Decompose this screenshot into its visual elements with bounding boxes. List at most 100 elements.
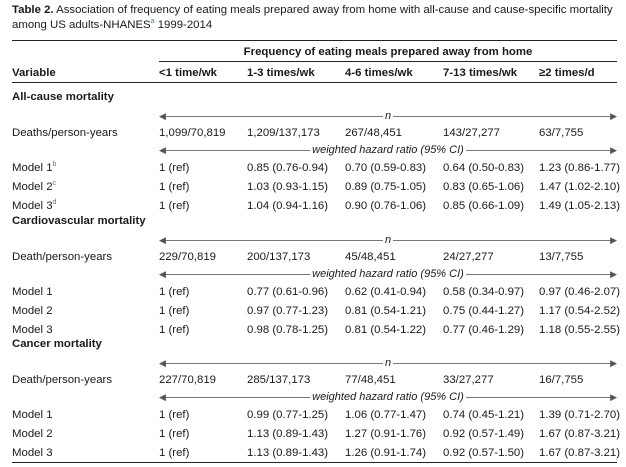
hr-cell: 1.27 (0.91-1.76) <box>345 428 427 440</box>
hr-cell: 1 (ref) <box>159 428 190 440</box>
hr-cell: 1 (ref) <box>159 286 190 298</box>
hr-cell: 1.67 (0.87-3.21) <box>539 447 621 459</box>
deaths-label: Death/person-years <box>12 374 113 386</box>
model-name: Model 3 <box>12 200 53 212</box>
deaths-cell: 33/27,277 <box>443 374 494 386</box>
hr-cell: 0.81 (0.54-1.21) <box>345 305 427 317</box>
deaths-label: Death/person-years <box>12 251 113 263</box>
deaths-cell: 227/70,819 <box>159 374 217 386</box>
footnote-marker: c <box>52 180 57 188</box>
hr-cell: 1.49 (1.05-2.13) <box>539 200 621 212</box>
model-label: Model 2 <box>12 427 53 441</box>
hr-cell: 1 (ref) <box>159 162 190 174</box>
footnote-marker: b <box>52 161 57 169</box>
deaths-cell: 200/137,173 <box>247 251 311 263</box>
deaths-cell: 267/48,451 <box>345 127 403 139</box>
model-name: Model 1 <box>12 286 53 298</box>
hr-cell: 1.04 (0.94-1.16) <box>247 200 329 212</box>
hr-cell: 1 (ref) <box>159 200 190 212</box>
hr-cell: 0.62 (0.41-0.94) <box>345 286 427 298</box>
deaths-cell: 285/137,173 <box>247 374 311 386</box>
deaths-cell: 143/27,277 <box>443 127 501 139</box>
model-label: Model 2c <box>12 180 56 194</box>
table-caption: Table 2. Association of frequency of eat… <box>12 3 617 33</box>
arrow-label: weighted hazard ratio (95% CI) <box>310 143 466 157</box>
deaths-cell: 77/48,451 <box>345 374 396 386</box>
hazard-ratio-arrow: ◀ ▶ weighted hazard ratio (95% CI) <box>159 143 617 157</box>
caption-label: Table 2. <box>12 4 54 16</box>
hr-cell: 0.92 (0.57-1.50) <box>443 447 525 459</box>
model-name: Model 1 <box>12 162 53 174</box>
model-label: Model 2 <box>12 304 53 318</box>
hr-cell: 0.58 (0.34-0.97) <box>443 286 525 298</box>
hr-cell: 0.77 (0.61-0.96) <box>247 286 329 298</box>
n-arrow: ◀ ▶ n <box>159 356 617 370</box>
hr-cell: 0.75 (0.44-1.27) <box>443 305 525 317</box>
deaths-cell: 24/27,277 <box>443 251 494 263</box>
hr-cell: 1.13 (0.89-1.43) <box>247 428 329 440</box>
hr-cell: 1 (ref) <box>159 447 190 459</box>
hr-cell: 0.77 (0.46-1.29) <box>443 324 525 336</box>
n-arrow: ◀ ▶ n <box>159 109 617 123</box>
hr-cell: 1 (ref) <box>159 324 190 336</box>
hr-cell: 1.67 (0.87-3.21) <box>539 428 621 440</box>
hr-cell: 1 (ref) <box>159 409 190 421</box>
hr-cell: 1.23 (0.86-1.77) <box>539 162 621 174</box>
model-name: Model 3 <box>12 447 53 459</box>
col-header-5: ≥2 times/d <box>539 67 595 79</box>
caption-years: 1999-2014 <box>154 19 213 31</box>
model-label: Model 3d <box>12 199 56 213</box>
hr-cell: 1.18 (0.55-2.55) <box>539 324 621 336</box>
col-header-4: 7-13 times/wk <box>443 67 518 79</box>
model-name: Model 1 <box>12 409 53 421</box>
col-header-variable: Variable <box>12 67 56 79</box>
col-header-3: 4-6 times/wk <box>345 67 413 79</box>
hr-cell: 0.99 (0.77-1.25) <box>247 409 329 421</box>
hr-cell: 0.97 (0.46-2.07) <box>539 286 621 298</box>
hr-cell: 0.90 (0.76-1.06) <box>345 200 427 212</box>
model-label: Model 1 <box>12 408 53 422</box>
deaths-cell: 1,209/137,173 <box>247 127 320 139</box>
hr-cell: 0.92 (0.57-1.49) <box>443 428 525 440</box>
section-title: Cardiovascular mortality <box>12 215 146 227</box>
group-header: Frequency of eating meals prepared away … <box>243 46 533 58</box>
hr-cell: 0.70 (0.59-0.83) <box>345 162 427 174</box>
model-label: Model 1 <box>12 285 53 299</box>
hr-cell: 1.39 (0.71-2.70) <box>539 409 621 421</box>
section-title: Cancer mortality <box>12 338 102 350</box>
hr-cell: 1.26 (0.91-1.74) <box>345 447 427 459</box>
deaths-cell: 63/7,755 <box>539 127 584 139</box>
header-rule <box>12 82 617 83</box>
hr-cell: 1 (ref) <box>159 181 190 193</box>
deaths-cell: 45/48,451 <box>345 251 396 263</box>
hazard-ratio-arrow: ◀ ▶ weighted hazard ratio (95% CI) <box>159 390 617 404</box>
arrow-label: n <box>382 356 394 370</box>
arrow-label: weighted hazard ratio (95% CI) <box>310 267 466 281</box>
arrow-label: n <box>382 109 394 123</box>
model-name: Model 3 <box>12 324 53 336</box>
hr-cell: 1.06 (0.77-1.47) <box>345 409 427 421</box>
group-rule <box>159 61 617 62</box>
deaths-cell: 16/7,755 <box>539 374 584 386</box>
col-header-2: 1-3 times/wk <box>247 67 315 79</box>
model-label: Model 3 <box>12 446 53 460</box>
hr-cell: 1.13 (0.89-1.43) <box>247 447 329 459</box>
deaths-cell: 229/70,819 <box>159 251 217 263</box>
hr-cell: 1.17 (0.54-2.52) <box>539 305 621 317</box>
col-header-1: <1 time/wk <box>159 67 217 79</box>
model-name: Model 2 <box>12 181 53 193</box>
hr-cell: 0.97 (0.77-1.23) <box>247 305 329 317</box>
hr-cell: 0.83 (0.65-1.06) <box>443 181 525 193</box>
section-title: All-cause mortality <box>12 91 114 103</box>
arrow-label: weighted hazard ratio (95% CI) <box>310 390 466 404</box>
model-label: Model 1b <box>12 161 56 175</box>
hazard-ratio-arrow: ◀ ▶ weighted hazard ratio (95% CI) <box>159 267 617 281</box>
deaths-label: Deaths/person-years <box>12 127 118 139</box>
hr-cell: 0.85 (0.76-0.94) <box>247 162 329 174</box>
model-name: Model 2 <box>12 428 53 440</box>
hr-cell: 1.47 (1.02-2.10) <box>539 181 621 193</box>
deaths-cell: 1,099/70,819 <box>159 127 226 139</box>
hr-cell: 1.03 (0.93-1.15) <box>247 181 329 193</box>
hr-cell: 0.74 (0.45-1.21) <box>443 409 525 421</box>
